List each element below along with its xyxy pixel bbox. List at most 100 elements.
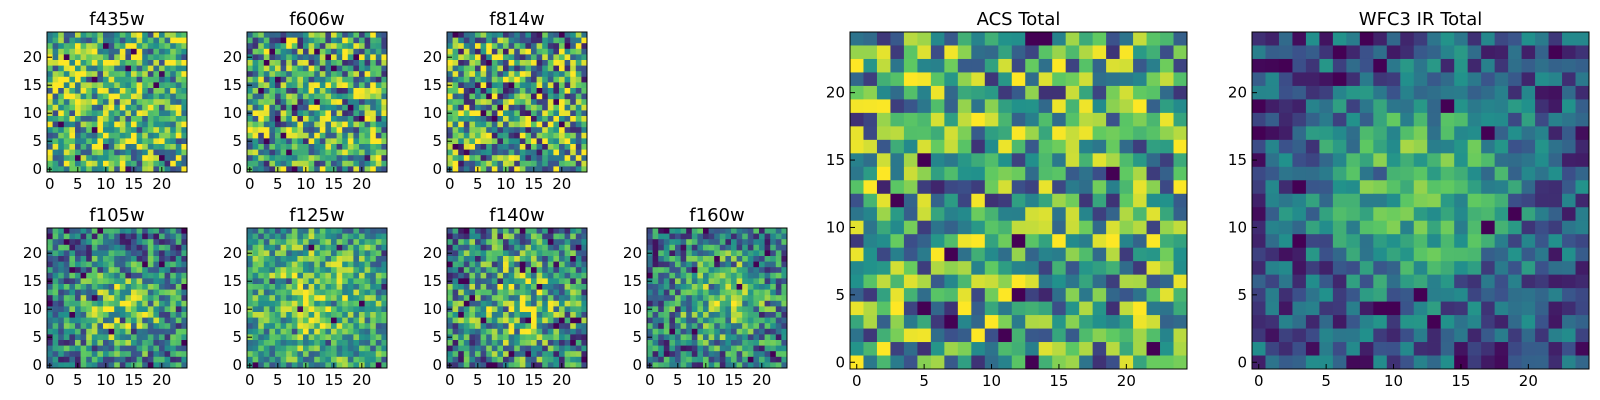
heatmap-cell	[275, 60, 281, 66]
heatmap-cell	[381, 267, 388, 274]
heatmap-cell	[80, 82, 87, 89]
heatmap-cell	[280, 306, 287, 313]
heatmap-cell	[63, 300, 70, 307]
heatmap-cell	[691, 244, 698, 251]
heatmap-cell	[850, 139, 864, 154]
heatmap-cell	[903, 139, 918, 154]
heatmap-cell	[63, 149, 70, 156]
heatmap-cell	[359, 48, 365, 55]
heatmap-cell	[97, 54, 104, 61]
heatmap-cell	[52, 88, 59, 94]
heatmap-cell	[447, 144, 453, 150]
heatmap-cell	[275, 71, 281, 78]
heatmap-cell	[714, 340, 721, 346]
heatmap-cell	[170, 110, 177, 117]
heatmap-cell	[775, 317, 782, 324]
heatmap-cell	[119, 323, 126, 330]
heatmap-cell	[759, 306, 765, 313]
heatmap-cell	[97, 32, 104, 38]
heatmap-cell	[503, 284, 509, 290]
heatmap-cell	[575, 138, 582, 145]
heatmap-cell	[147, 48, 154, 55]
heatmap-cell	[658, 340, 665, 346]
heatmap-cell	[175, 233, 182, 240]
heatmap-cell	[258, 250, 265, 257]
heatmap-cell	[1146, 220, 1161, 235]
heatmap-cell	[364, 340, 371, 346]
heatmap-cell	[1146, 139, 1161, 154]
heatmap-cell	[347, 99, 354, 106]
heatmap-cell	[69, 284, 76, 290]
heatmap-cell	[381, 65, 388, 72]
heatmap-cell	[319, 295, 326, 302]
heatmap-cell	[759, 261, 765, 268]
heatmap-cell	[497, 351, 504, 358]
heatmap-cell	[553, 306, 560, 313]
heatmap-cell	[303, 65, 309, 72]
heatmap-cell	[258, 132, 265, 139]
heatmap-cell	[547, 284, 554, 290]
heatmap-cell	[103, 323, 109, 330]
heatmap-cell	[375, 334, 382, 341]
heatmap-cell	[58, 239, 65, 246]
heatmap-cell	[97, 104, 104, 111]
heatmap-cell	[252, 32, 259, 38]
heatmap-cell	[325, 43, 332, 50]
heatmap-cell	[480, 261, 487, 268]
heatmap-cell	[86, 82, 93, 89]
heatmap-cell	[291, 166, 298, 173]
heatmap-cell	[447, 37, 453, 44]
heatmap-cell	[575, 110, 582, 117]
heatmap-cell	[342, 228, 349, 234]
heatmap-cell	[75, 99, 81, 106]
heatmap-cell	[86, 362, 93, 369]
heatmap-cell	[917, 99, 932, 114]
heatmap-cell	[1079, 234, 1094, 249]
heatmap-cell	[364, 300, 371, 307]
heatmap-cell	[331, 256, 337, 262]
heatmap-cell	[303, 340, 309, 346]
heatmap-cell	[247, 256, 253, 262]
heatmap-cell	[353, 37, 360, 44]
heatmap-cell	[876, 32, 891, 46]
heatmap-cell	[103, 334, 109, 341]
heatmap-cell	[458, 127, 465, 134]
heatmap-cell	[58, 267, 65, 274]
heatmap-cell	[508, 138, 515, 145]
heatmap-cell	[764, 250, 771, 257]
heatmap-cell	[536, 116, 543, 122]
heatmap-cell	[69, 37, 76, 44]
heatmap-cell	[531, 155, 537, 162]
heatmap-cell	[559, 149, 565, 156]
heatmap-cell	[353, 116, 360, 122]
heatmap-cell	[463, 138, 470, 145]
heatmap-cell	[781, 244, 788, 251]
heatmap-cell	[263, 312, 270, 318]
heatmap-cell	[336, 278, 343, 285]
heatmap-cell	[308, 132, 315, 139]
heatmap-cell	[480, 166, 487, 173]
heatmap-cell	[58, 60, 65, 66]
heatmap-cell	[91, 88, 98, 94]
heatmap-cell	[136, 244, 143, 251]
heatmap-cell	[1011, 32, 1026, 46]
heatmap-cell	[703, 295, 709, 302]
heatmap-cell	[303, 104, 309, 111]
heatmap-cell	[175, 244, 182, 251]
heatmap-cell	[375, 43, 382, 50]
heatmap-cell	[103, 340, 109, 346]
heatmap-cell	[647, 317, 653, 324]
heatmap-cell	[1092, 112, 1107, 127]
heatmap-cell	[547, 144, 554, 150]
heatmap-cell	[252, 345, 259, 352]
heatmap-cell	[342, 261, 349, 268]
heatmap-cell	[375, 250, 382, 257]
heatmap-cell	[719, 256, 726, 262]
heatmap-cell	[342, 312, 349, 318]
heatmap-cell	[153, 244, 160, 251]
heatmap-cell	[458, 43, 465, 50]
heatmap-cell	[890, 247, 905, 262]
heatmap-cell	[708, 267, 715, 274]
heatmap-cell	[252, 149, 259, 156]
